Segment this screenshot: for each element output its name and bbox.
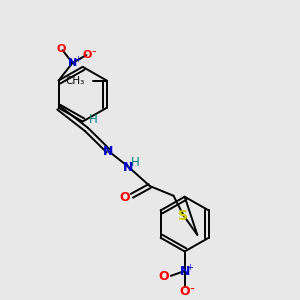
- Text: N: N: [123, 161, 133, 174]
- Text: O: O: [120, 191, 130, 204]
- Text: N: N: [179, 266, 190, 278]
- Text: N: N: [103, 145, 113, 158]
- Text: S: S: [178, 209, 188, 223]
- Text: -: -: [91, 45, 95, 58]
- Text: O: O: [82, 50, 92, 60]
- Text: H: H: [130, 156, 139, 169]
- Text: O: O: [57, 44, 66, 54]
- Text: -: -: [189, 283, 194, 296]
- Text: CH₃: CH₃: [66, 76, 85, 85]
- Text: O: O: [159, 270, 169, 283]
- Text: +: +: [186, 262, 193, 272]
- Text: +: +: [74, 55, 81, 64]
- Text: O: O: [179, 285, 190, 298]
- Text: N: N: [68, 58, 77, 68]
- Text: H: H: [89, 113, 98, 126]
